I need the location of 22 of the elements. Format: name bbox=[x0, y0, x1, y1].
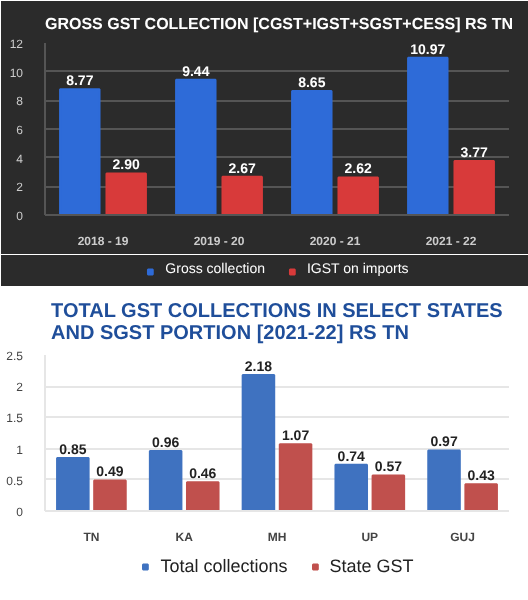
bar bbox=[241, 373, 276, 511]
chart-title: GROSS GST COLLECTION [CGST+IGST+SGST+CESS] RS TN bbox=[45, 15, 514, 33]
bar bbox=[464, 483, 498, 511]
bar bbox=[278, 443, 313, 511]
bar bbox=[185, 481, 220, 511]
bar bbox=[148, 450, 183, 511]
bar bbox=[407, 56, 449, 215]
bar bbox=[56, 456, 90, 511]
bar bbox=[93, 479, 127, 511]
legend-label: Total collections bbox=[160, 556, 288, 576]
bar bbox=[175, 78, 217, 215]
bar bbox=[371, 474, 406, 511]
bar bbox=[334, 463, 369, 511]
bar bbox=[59, 88, 101, 215]
bar bbox=[105, 172, 147, 215]
bar bbox=[337, 176, 379, 215]
bar bbox=[427, 449, 461, 511]
bar bbox=[453, 159, 495, 215]
bar bbox=[221, 175, 263, 215]
chart-title: TOTAL GST COLLECTIONS IN SELECT STATES AND SGST PORTION [2021-22] RS TN bbox=[51, 301, 504, 345]
bar bbox=[291, 90, 333, 215]
legend-label: State GST bbox=[329, 556, 414, 576]
